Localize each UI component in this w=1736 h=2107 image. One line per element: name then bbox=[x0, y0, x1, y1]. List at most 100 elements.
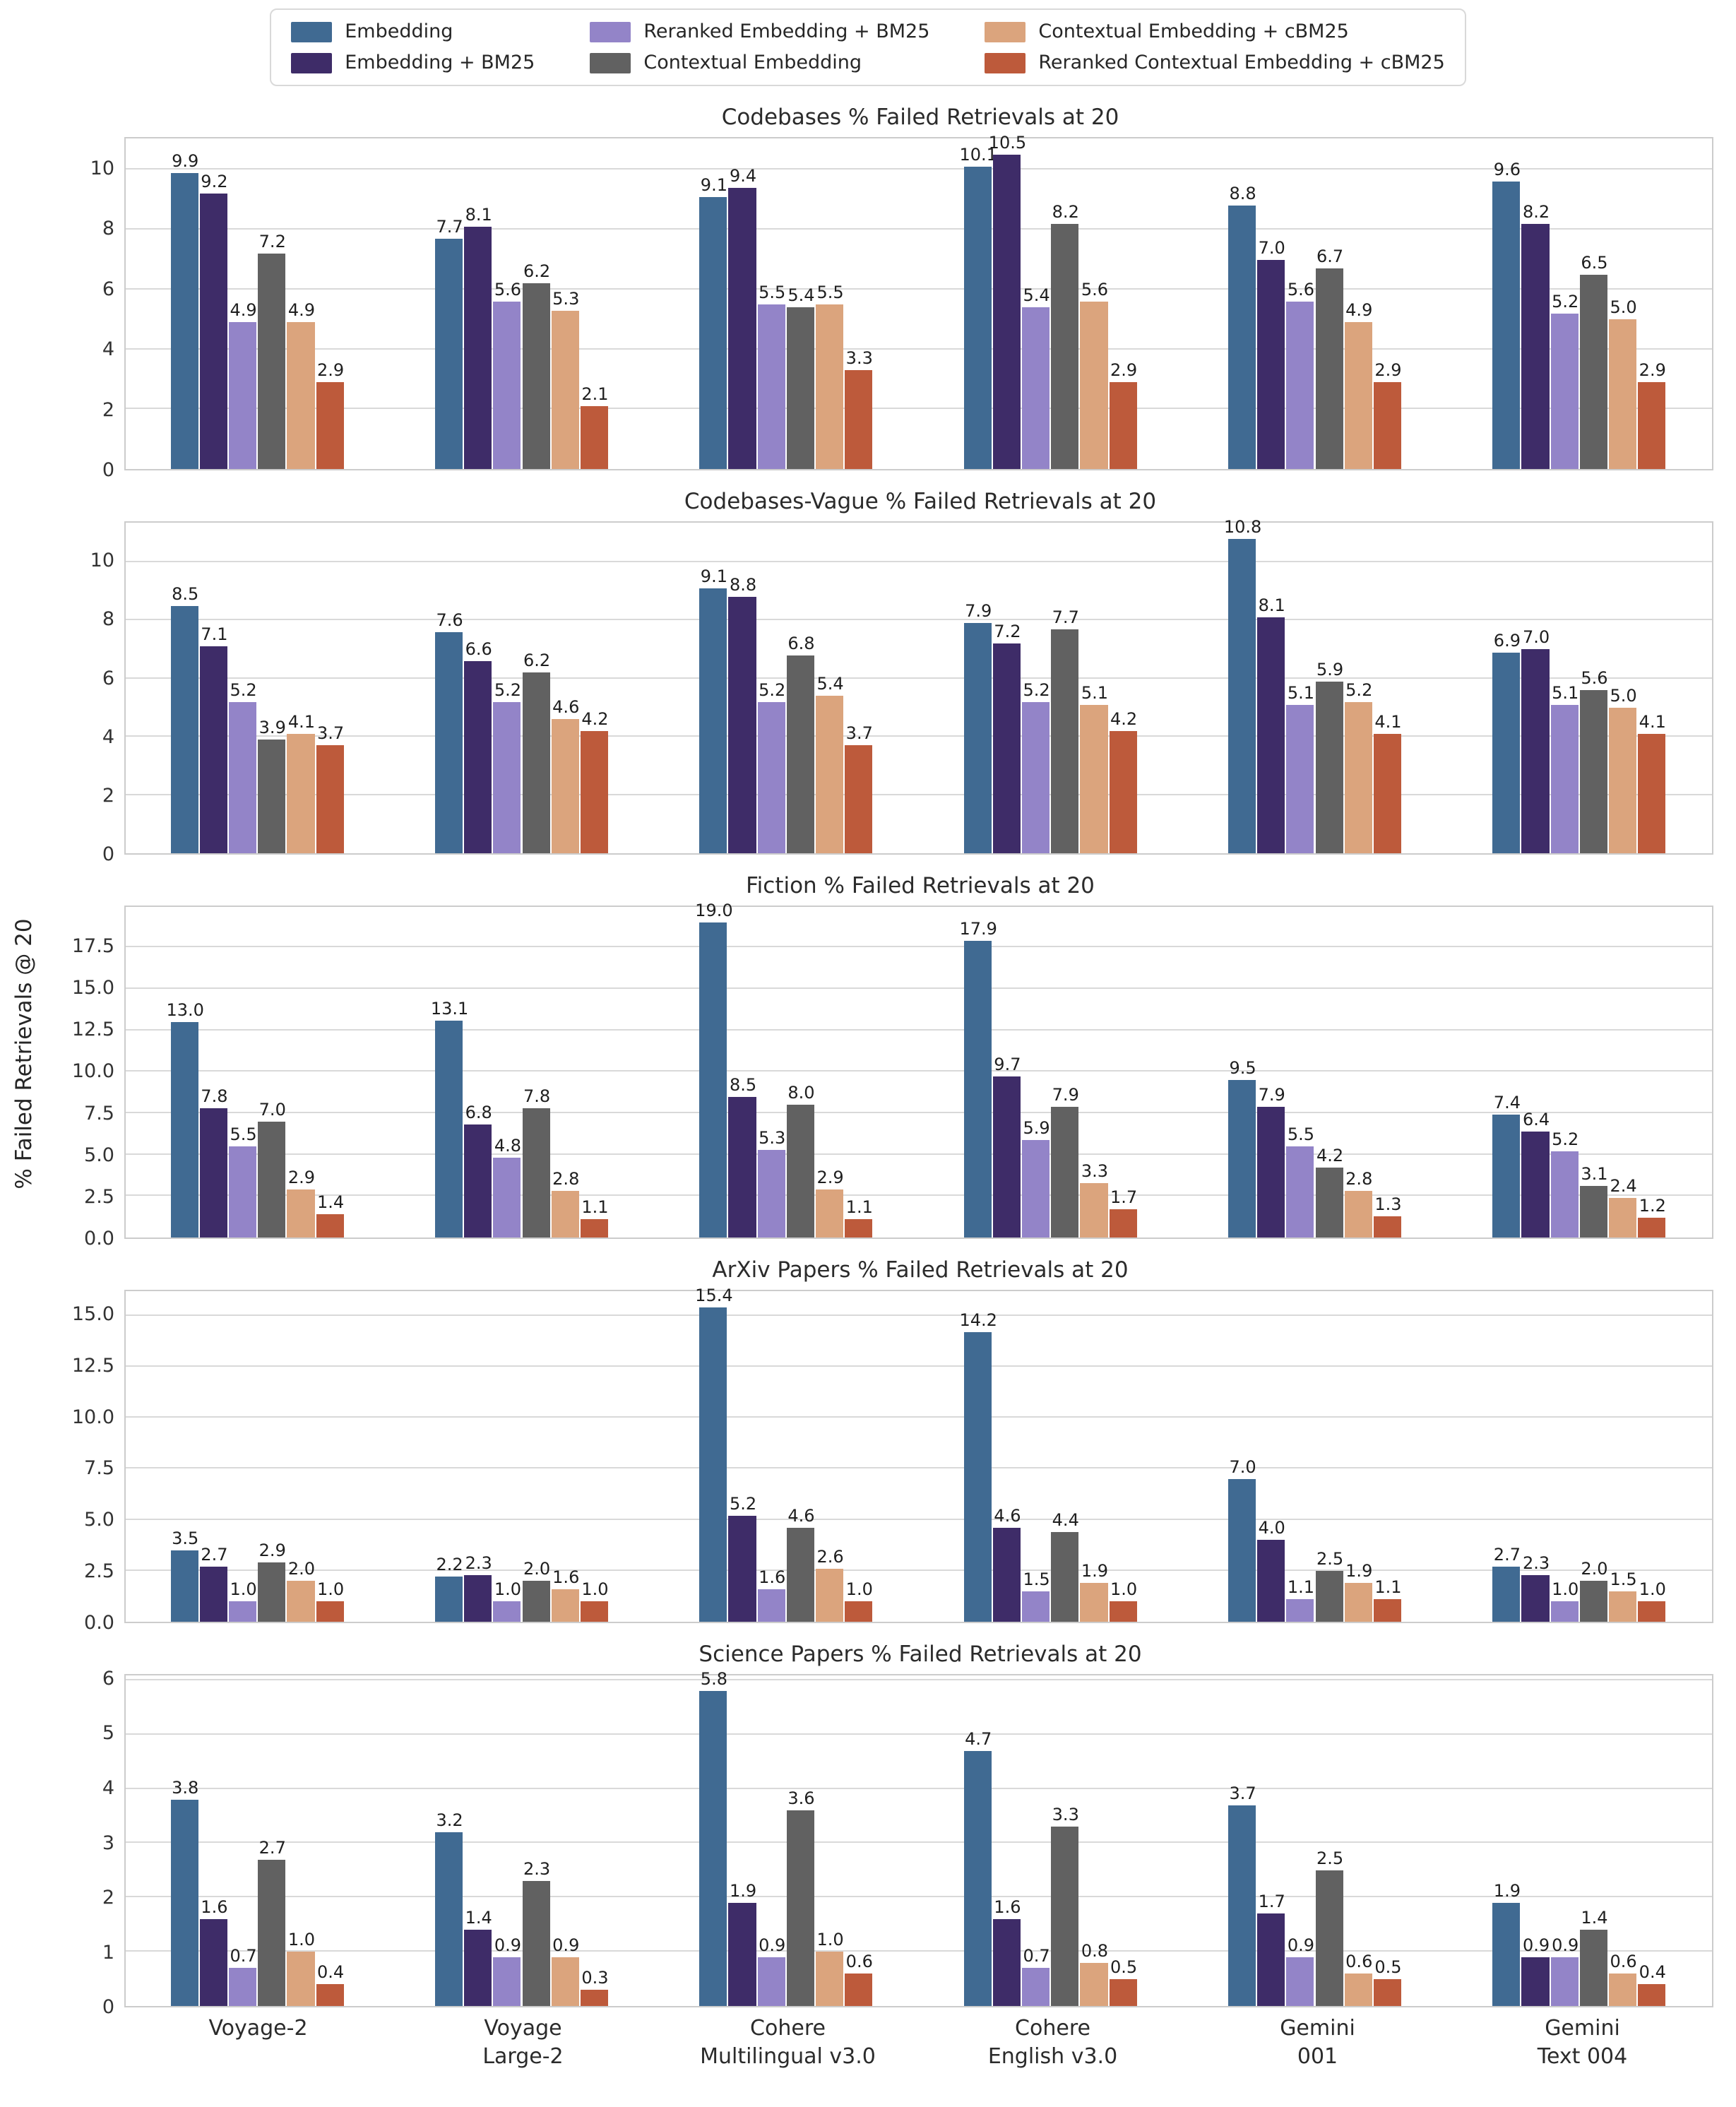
bar bbox=[316, 1214, 344, 1238]
bar bbox=[992, 1076, 1021, 1238]
bar bbox=[228, 1601, 257, 1622]
bar bbox=[1521, 1574, 1550, 1622]
bar-value-label: 2.9 bbox=[317, 360, 345, 381]
bar bbox=[992, 1528, 1021, 1622]
gridline bbox=[126, 1733, 1712, 1735]
bar bbox=[580, 1601, 609, 1622]
bar bbox=[963, 623, 992, 853]
x-category-label-line: Cohere bbox=[750, 2016, 826, 2041]
bar bbox=[228, 1146, 257, 1238]
gridline bbox=[126, 1678, 1712, 1680]
bar bbox=[786, 1105, 814, 1238]
y-tick-label: 0.0 bbox=[84, 1612, 114, 1634]
bar bbox=[963, 1331, 992, 1622]
bar-value-label: 2.9 bbox=[816, 1167, 844, 1187]
legend-item: Contextual Embedding + cBM25 bbox=[985, 21, 1444, 42]
bar-value-label: 1.0 bbox=[230, 1579, 257, 1600]
y-tick-label: 2 bbox=[102, 398, 114, 421]
bar bbox=[464, 1930, 492, 2006]
bar bbox=[493, 1601, 521, 1622]
bar bbox=[963, 167, 992, 469]
bar bbox=[1286, 1957, 1314, 2006]
y-tick-label: 7.5 bbox=[84, 1102, 114, 1124]
bar-value-label: 3.8 bbox=[172, 1777, 199, 1798]
bar-value-label: 2.9 bbox=[1110, 360, 1138, 381]
bar bbox=[1609, 1973, 1637, 2006]
bar-value-label: 19.0 bbox=[695, 901, 733, 921]
bar-value-label: 1.1 bbox=[1287, 1577, 1314, 1598]
bar-value-label: 1.1 bbox=[1374, 1577, 1402, 1598]
bar bbox=[258, 254, 286, 469]
bar-value-label: 4.7 bbox=[965, 1728, 992, 1749]
bar bbox=[287, 1189, 315, 1238]
plot-row: 0 1 2 3 4 5 6 3.8 3.2 5.8 4.7 3.7 1.9 1.6 1.4 1.9 1.6 1.7… bbox=[0, 1668, 1736, 2018]
y-axis-ticks: 0.0 2.5 5.0 7.5 10.0 12.5 15.0 bbox=[0, 1290, 124, 1633]
bar-value-label: 0.3 bbox=[581, 1967, 609, 1988]
bar-value-label: 7.1 bbox=[201, 624, 228, 645]
bar-value-label: 5.2 bbox=[729, 1493, 757, 1514]
plot-area: 8.5 7.6 9.1 7.9 10.8 6.9 7.1 6.6 8.8 7.2 8.1 7.0 5.2… bbox=[124, 518, 1713, 855]
bar bbox=[464, 1124, 492, 1238]
bar-value-label: 6.7 bbox=[1316, 247, 1344, 267]
bar bbox=[1227, 1080, 1256, 1238]
bar-value-label: 7.7 bbox=[1052, 607, 1079, 627]
y-tick-label: 4 bbox=[102, 338, 114, 361]
bar bbox=[1492, 1115, 1521, 1238]
bar-value-label: 6.2 bbox=[523, 261, 551, 282]
gridline bbox=[126, 1070, 1712, 1072]
gridline bbox=[126, 228, 1712, 230]
bar-value-label: 0.9 bbox=[759, 1935, 786, 1955]
bar-value-label: 2.1 bbox=[581, 384, 609, 405]
bar bbox=[1109, 382, 1137, 469]
bar-value-label: 2.5 bbox=[1316, 1848, 1344, 1868]
bar bbox=[963, 941, 992, 1238]
bar bbox=[1492, 652, 1521, 853]
gridline bbox=[126, 793, 1712, 795]
bar bbox=[551, 1589, 579, 1622]
bar bbox=[258, 1562, 286, 1622]
bar bbox=[464, 1574, 492, 1622]
bar-value-label: 0.5 bbox=[1374, 1957, 1402, 1977]
bar-value-label: 3.7 bbox=[317, 723, 345, 744]
bar bbox=[1609, 319, 1637, 469]
y-tick-label: 7.5 bbox=[84, 1457, 114, 1480]
bar-value-label: 9.5 bbox=[1229, 1058, 1256, 1079]
bar bbox=[728, 1515, 756, 1622]
bar bbox=[1051, 1106, 1079, 1238]
bar-value-label: 5.2 bbox=[1023, 679, 1050, 700]
y-tick-label: 2 bbox=[102, 784, 114, 807]
bar bbox=[1315, 1870, 1343, 2006]
bar-value-label: 1.5 bbox=[1023, 1569, 1050, 1589]
bar bbox=[1315, 1570, 1343, 1622]
bar bbox=[699, 1691, 727, 2006]
bar bbox=[1080, 301, 1108, 469]
bar bbox=[1080, 1182, 1108, 1238]
legend-item: Reranked Contextual Embedding + cBM25 bbox=[985, 52, 1445, 73]
bar bbox=[992, 155, 1021, 469]
bar bbox=[1257, 259, 1285, 469]
bar-value-label: 7.4 bbox=[1493, 1093, 1521, 1113]
gridline bbox=[126, 1896, 1712, 1898]
bar-value-label: 1.6 bbox=[201, 1897, 228, 1918]
plot-area: 13.0 13.1 19.0 17.9 9.5 7.4 7.8 6.8 8.5 9.7 7.9 6.4… bbox=[124, 901, 1713, 1239]
bar bbox=[1609, 1591, 1637, 1622]
bar bbox=[1492, 1903, 1521, 2006]
bar-value-label: 4.2 bbox=[1110, 708, 1138, 729]
bar-value-label: 4.6 bbox=[994, 1506, 1021, 1526]
y-tick-label: 10 bbox=[90, 550, 114, 572]
bar bbox=[1286, 301, 1314, 469]
bar-value-label: 3.3 bbox=[1081, 1161, 1109, 1181]
bar-value-label: 5.0 bbox=[1610, 685, 1637, 706]
bar-value-label: 4.0 bbox=[1258, 1518, 1285, 1538]
bar bbox=[434, 1832, 463, 2006]
bar-value-label: 5.5 bbox=[1287, 1124, 1314, 1144]
bar-value-label: 3.3 bbox=[845, 348, 873, 369]
bar-value-label: 5.3 bbox=[759, 1127, 786, 1148]
bar-value-label: 2.0 bbox=[287, 1559, 316, 1579]
subplot-5: Science Papers % Failed Retrievals at 20… bbox=[0, 1642, 1736, 2018]
bar-value-label: 3.1 bbox=[1581, 1164, 1608, 1185]
bar-value-label: 2.4 bbox=[1610, 1175, 1637, 1196]
bar bbox=[757, 1589, 785, 1622]
bar bbox=[580, 406, 609, 469]
bar bbox=[170, 605, 198, 853]
